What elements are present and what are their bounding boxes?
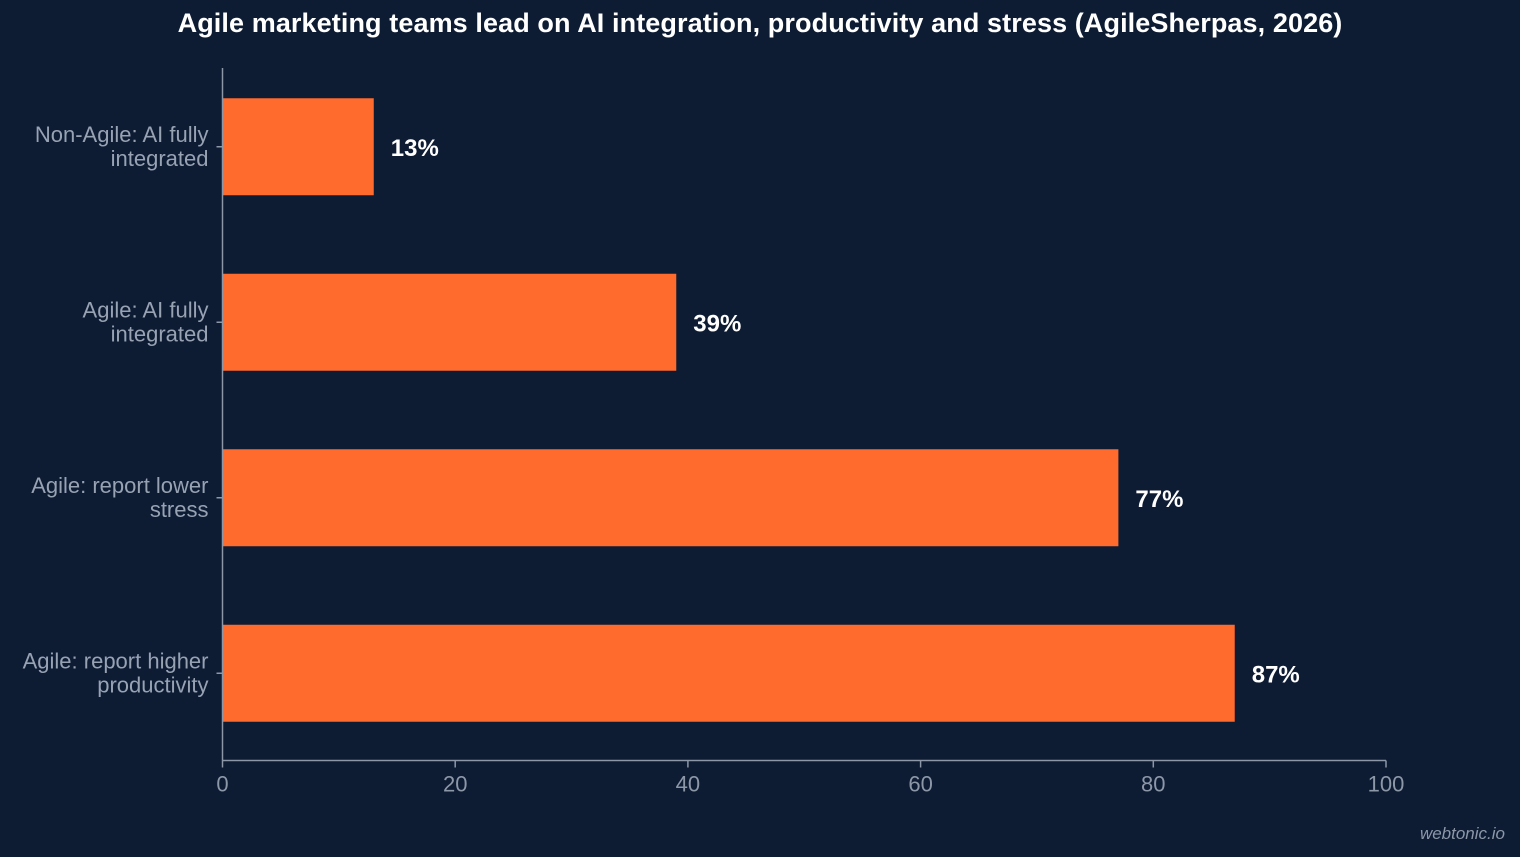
category-label-line: stress bbox=[150, 497, 209, 522]
value-label-3: 87% bbox=[1252, 661, 1300, 688]
category-label-line: productivity bbox=[97, 672, 208, 697]
category-label-line: integrated bbox=[111, 321, 209, 346]
category-label-line: integrated bbox=[111, 146, 209, 171]
category-label-0: Non-Agile: AI fully integrated bbox=[35, 122, 209, 171]
value-label-0: 13% bbox=[391, 135, 439, 162]
bar-0 bbox=[223, 98, 374, 196]
category-label-line: Agile: report higher bbox=[23, 648, 209, 673]
chart-title-wrap: Agile marketing teams lead on AI integra… bbox=[0, 0, 1520, 60]
category-label-line: Agile: AI fully bbox=[83, 297, 209, 322]
category-label-line: Agile: report lower bbox=[31, 473, 208, 498]
bar-1 bbox=[223, 273, 677, 371]
chart-title: Agile marketing teams lead on AI integra… bbox=[177, 8, 1343, 38]
category-label-2: Agile: report lower stress bbox=[31, 473, 208, 522]
bar-3 bbox=[223, 624, 1235, 722]
category-label-line: Non-Agile: AI fully bbox=[35, 122, 209, 147]
category-label-1: Agile: AI fully integrated bbox=[83, 297, 209, 346]
x-tick-label-4: 80 bbox=[1141, 772, 1165, 797]
bar-2 bbox=[223, 449, 1119, 547]
x-tick-label-2: 40 bbox=[676, 772, 700, 797]
value-label-1: 39% bbox=[693, 310, 741, 337]
x-tick-label-3: 60 bbox=[908, 772, 932, 797]
x-tick-label-5: 100 bbox=[1368, 772, 1405, 797]
watermark: webtonic.io bbox=[1419, 824, 1505, 843]
value-label-2: 77% bbox=[1135, 486, 1183, 513]
x-tick-label-0: 0 bbox=[216, 772, 228, 797]
x-tick-label-1: 20 bbox=[443, 772, 467, 797]
category-label-3: Agile: report higher productivity bbox=[23, 648, 209, 697]
